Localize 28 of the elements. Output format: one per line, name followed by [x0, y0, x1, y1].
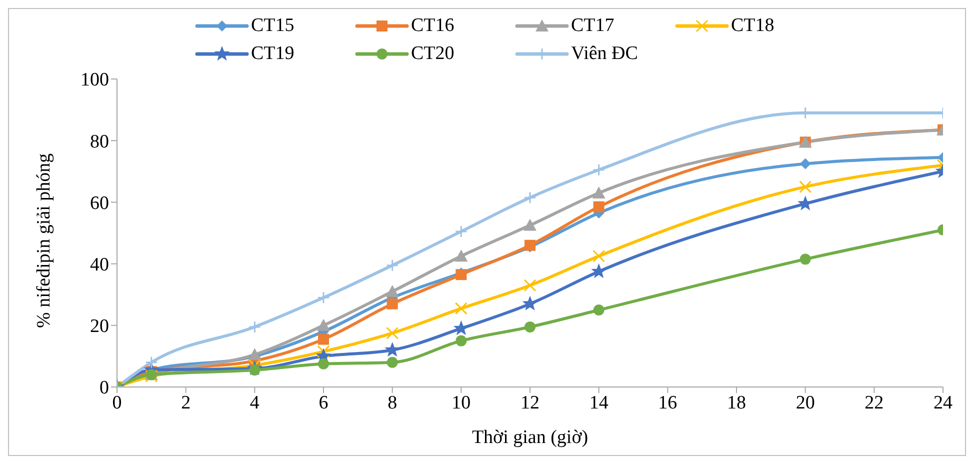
- x-tick-label: 0: [112, 392, 122, 414]
- x-tick-label: 2: [181, 392, 191, 414]
- x-tick-label: 18: [727, 392, 746, 414]
- x-tick-label: 22: [864, 392, 884, 414]
- y-tick-label: 100: [80, 70, 109, 91]
- y-tick-label: 20: [90, 316, 109, 338]
- legend-label: CT19: [251, 43, 294, 65]
- legend-label: CT15: [251, 15, 294, 37]
- legend-label: CT20: [411, 43, 454, 65]
- x-axis-title: Thời gian (giờ): [472, 427, 588, 448]
- x-tick-label: 14: [589, 392, 609, 414]
- x-tick-label: 20: [796, 392, 815, 414]
- x-tick-label: 12: [520, 392, 540, 414]
- y-axis-title: % nifedipin giải phóng: [34, 152, 55, 328]
- y-tick-label: 60: [90, 192, 109, 214]
- x-tick-label: 24: [934, 392, 953, 414]
- x-tick-label: 6: [318, 392, 328, 414]
- legend-label: Viên ĐC: [571, 43, 638, 65]
- x-tick-label: 8: [388, 392, 398, 414]
- y-tick-label: 0: [100, 378, 109, 399]
- legend-label: CT18: [731, 15, 774, 37]
- legend-label: CT17: [571, 15, 614, 37]
- y-tick-label: 40: [90, 254, 109, 276]
- x-tick-label: 16: [658, 392, 678, 414]
- y-tick-label: 80: [90, 131, 109, 152]
- x-tick-label: 10: [452, 392, 471, 414]
- legend-label: CT16: [411, 15, 454, 37]
- x-tick-label: 4: [250, 392, 260, 414]
